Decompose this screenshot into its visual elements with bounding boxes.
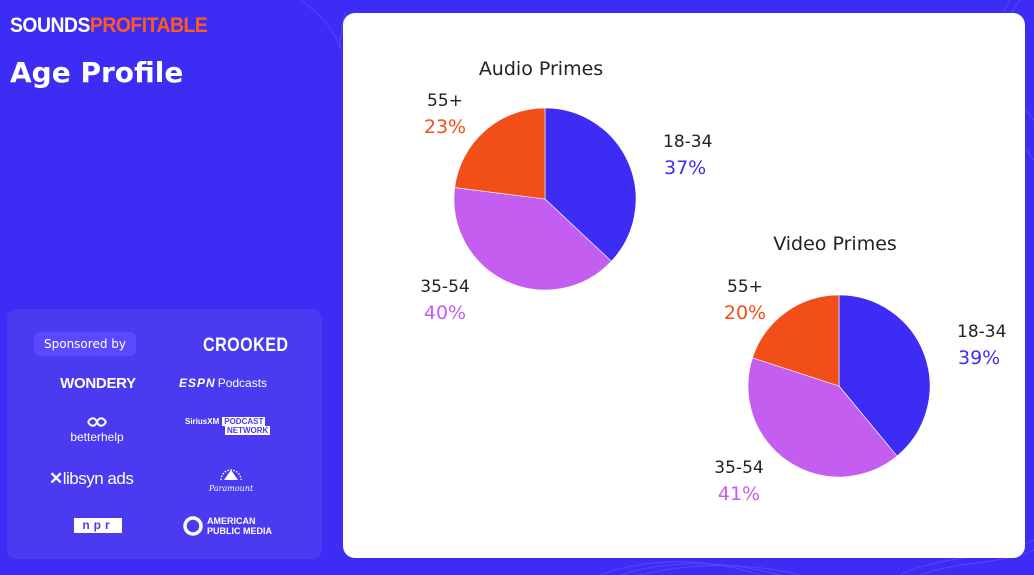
crooked-logo: CROOKED — [203, 335, 288, 357]
sponsored-by-badge: Sponsored by — [34, 332, 136, 356]
libsyn-logo-text: libsyn ads — [62, 469, 134, 488]
podcasts-logo-text: Podcasts — [217, 376, 268, 390]
pie-slice-35-54 — [453, 187, 612, 291]
pie-slice-35-54 — [747, 357, 898, 478]
slice-label-18-34: 18-34 — [663, 132, 712, 152]
podcast-logo-text: PODCAST — [222, 417, 266, 426]
libsyn-mark-icon: ✕ — [49, 469, 63, 488]
sponsors-panel: Sponsored by CROOKED WONDERY ESPN Podcast… — [7, 309, 322, 559]
paramount-mountain-icon — [220, 469, 242, 481]
apm-logo-text-line1: AMERICAN — [207, 516, 256, 526]
betterhelp-logo: betterhelp — [55, 415, 139, 444]
page-title: Age Profile — [10, 56, 184, 89]
pie-chart-2: Video Primes 18-34 39% 35-54 41% 55+ 20% — [714, 233, 1006, 505]
slice-percent-18-34: 39% — [958, 347, 1000, 369]
logo-text-part2: PROFITABLE — [89, 14, 208, 37]
npr-logo-text: npr — [82, 518, 114, 532]
siriusxm-podcast-network-logo: SiriusXM PODCAST NETWORK — [185, 417, 275, 435]
slice-percent-55+: 20% — [724, 302, 766, 324]
slice-label-35-54: 35-54 — [420, 277, 469, 297]
pie-charts: Audio Primes 18-34 37% 35-54 40% 55+ 23% Video … — [420, 58, 1006, 505]
betterhelp-icon — [87, 417, 107, 427]
logo-text-part1: SOUNDS — [10, 14, 90, 37]
chart-card: Audio Primes 18-34 37% 35-54 40% 55+ 23% Video … — [343, 13, 1025, 558]
american-public-media-logo: AMERICAN PUBLIC MEDIA — [183, 516, 293, 536]
slice-percent-35-54: 40% — [424, 302, 466, 324]
sounds-profitable-logo: SOUNDSPROFITABLE — [10, 12, 208, 40]
pie-slice-18-34 — [544, 107, 637, 262]
crooked-logo-text: CROOKED — [203, 335, 289, 356]
libsyn-ads-logo: ✕libsyn ads — [49, 469, 149, 489]
paramount-logo-text: Paramount — [208, 484, 254, 493]
slice-percent-18-34: 37% — [664, 157, 706, 179]
slice-label-55+: 55+ — [727, 277, 763, 297]
npr-logo: npr — [74, 518, 122, 533]
apm-logo-text-line2: PUBLIC MEDIA — [207, 526, 272, 536]
siriusxm-logo-text: SiriusXM — [185, 417, 220, 426]
chart-title: Video Primes — [773, 233, 897, 255]
slice-percent-35-54: 41% — [718, 483, 760, 505]
espn-logo-text: ESPN — [179, 376, 216, 390]
slice-label-35-54: 35-54 — [714, 458, 763, 478]
network-logo-text: NETWORK — [225, 426, 271, 435]
pie-chart-1: Audio Primes 18-34 37% 35-54 40% 55+ 23% — [420, 58, 712, 324]
slice-percent-55+: 23% — [424, 116, 466, 138]
wondery-logo: WONDERY — [52, 375, 144, 392]
slice-label-18-34: 18-34 — [957, 322, 1006, 342]
slice-label-55+: 55+ — [427, 91, 463, 111]
pie-slice-55+ — [454, 107, 546, 200]
wondery-logo-text: WONDERY — [60, 375, 136, 392]
chart-title: Audio Primes — [479, 58, 603, 80]
pie-slice-55+ — [752, 294, 840, 387]
betterhelp-logo-text: betterhelp — [70, 430, 124, 444]
espn-podcasts-logo: ESPN Podcasts — [179, 376, 279, 390]
pie-slice-18-34 — [838, 294, 931, 457]
apm-circle-icon — [183, 516, 203, 536]
paramount-logo: Paramount — [203, 465, 259, 493]
